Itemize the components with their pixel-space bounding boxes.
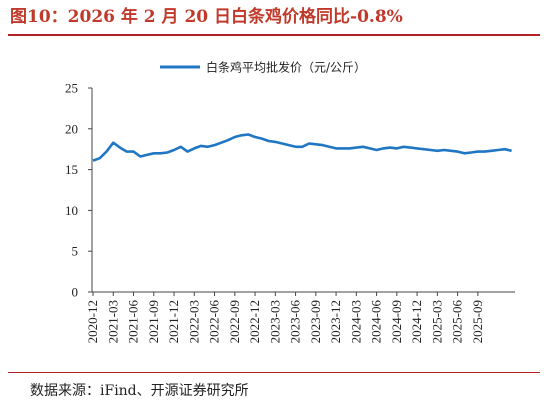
x-tick-label: 2024-03 [348,300,363,343]
x-tick-label: 2021-12 [166,300,181,343]
y-tick-label: 20 [65,121,78,136]
source-note: 数据来源：iFind、开源证券研究所 [30,383,249,399]
x-tick-label: 2022-03 [186,300,201,343]
title-rule [8,34,540,36]
y-tick-label: 10 [65,203,78,218]
x-tick-label: 2024-09 [389,300,404,343]
x-tick-label: 2022-12 [247,300,262,343]
y-tick-label: 5 [72,244,79,259]
legend-label: 白条鸡平均批发价（元/公斤） [206,60,366,75]
x-tick-label: 2023-12 [328,300,343,343]
x-tick-label: 2025-06 [450,300,465,344]
x-tick-label: 2024-12 [409,300,424,343]
x-tick-label: 2021-03 [105,300,120,343]
x-tick-label: 2024-06 [369,300,384,344]
line-chart: 0 5 10 15 20 25 2020-12 2021-03 2021-06 2021-09 20… [65,60,515,344]
plot-area: 0 5 10 15 20 25 2020-12 2021-03 2021-06 2021-09 20… [65,60,515,344]
y-tick-label: 15 [65,162,78,177]
y-tick-label: 0 [72,285,79,300]
x-tick-label: 2025-09 [470,300,485,343]
x-tick-label: 2021-06 [126,300,141,344]
x-tick-label: 2022-06 [207,300,222,344]
page-title: 图10：2026 年 2 月 20 日白条鸡价格同比-0.8% [10,7,403,27]
x-tick-label: 2022-09 [227,300,242,343]
footer-rule [8,372,540,373]
x-tick-label: 2023-09 [308,300,323,343]
x-tick-label: 2021-09 [146,300,161,343]
x-tick-label: 2025-03 [429,300,444,343]
x-tick-label: 2020-12 [85,300,100,343]
series-line [92,133,512,162]
x-tick-label: 2023-03 [267,300,282,343]
y-tick-label: 25 [65,81,78,96]
x-tick-label: 2023-06 [288,300,303,344]
